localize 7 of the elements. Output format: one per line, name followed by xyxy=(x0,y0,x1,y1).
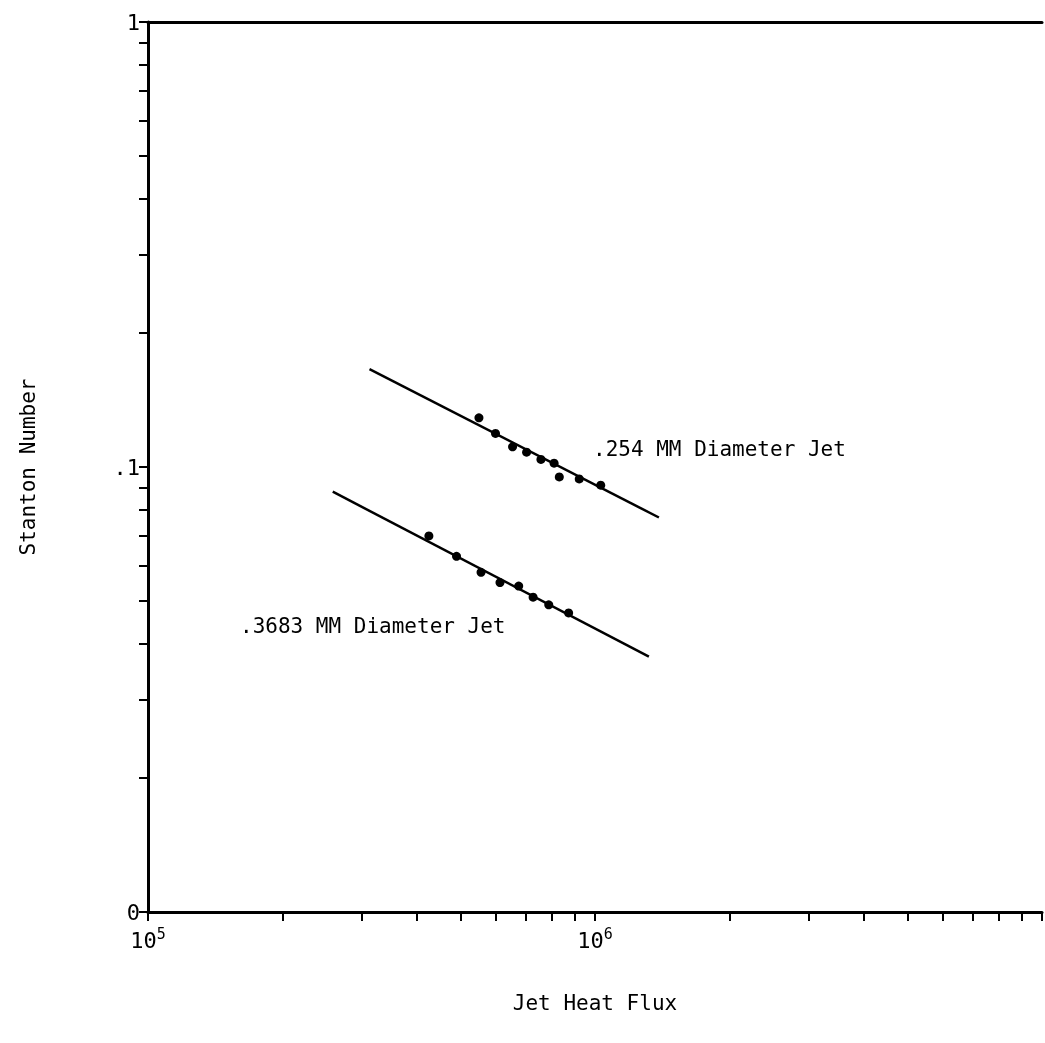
annotation: .3683 MM Diameter Jet xyxy=(240,613,506,638)
y-tick-label: .1 xyxy=(113,454,140,480)
x-axis-title: Jet Heat Flux xyxy=(512,990,678,1015)
annotation: .254 MM Diameter Jet xyxy=(593,436,846,461)
y-axis-title: Stanton Number xyxy=(15,378,40,556)
y-tick-label: 0 xyxy=(126,899,140,925)
y-tick-label: 1 xyxy=(126,9,140,35)
